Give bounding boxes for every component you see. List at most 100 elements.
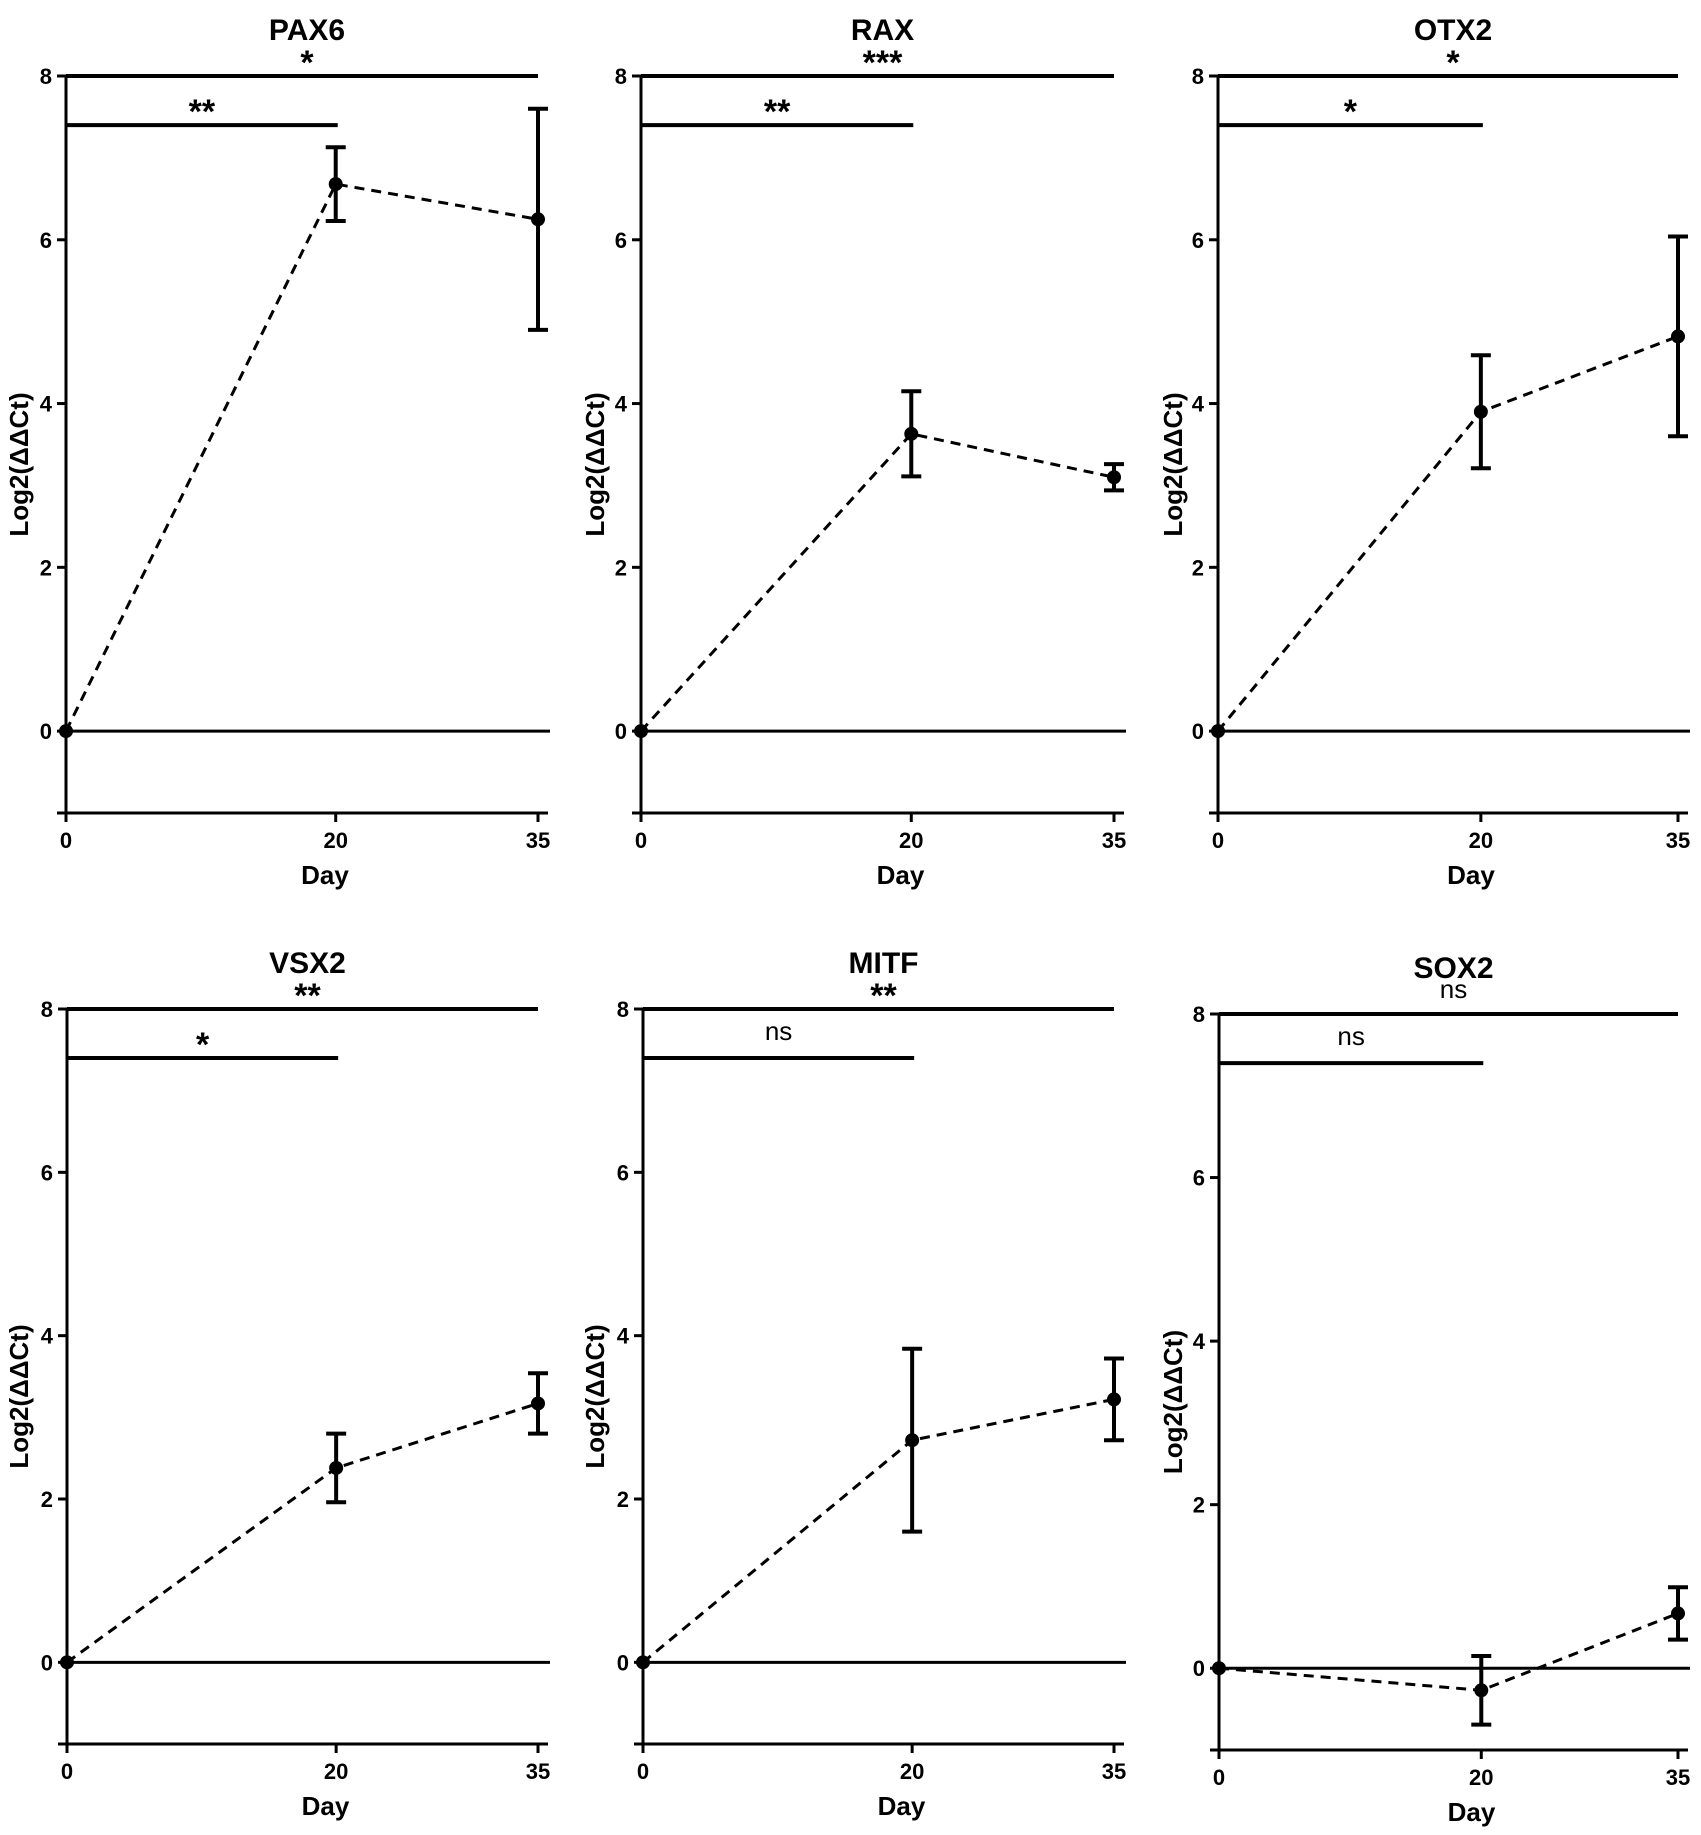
x-axis-label: Day — [877, 860, 925, 890]
significance-label: ns — [1337, 1021, 1364, 1051]
data-point — [634, 724, 648, 739]
y-tick-label: 0 — [1193, 1656, 1205, 1681]
data-point — [328, 177, 343, 192]
panel-title: MITF — [849, 947, 919, 980]
data-point — [1474, 1683, 1489, 1698]
y-tick-label: 0 — [1192, 719, 1204, 744]
data-point — [531, 212, 545, 227]
y-tick-label: 4 — [615, 392, 628, 417]
y-tick-label: 4 — [40, 392, 53, 417]
y-axis-label: Log2(ΔΔCt) — [4, 1324, 34, 1468]
significance-label: ns — [765, 1016, 792, 1046]
y-axis-label: Log2(ΔΔCt) — [1158, 1330, 1188, 1474]
x-axis-label: Day — [878, 1791, 926, 1821]
y-tick-label: 6 — [1193, 1166, 1205, 1191]
x-tick-label: 20 — [323, 828, 347, 853]
y-tick-label: 8 — [40, 64, 52, 89]
x-tick-label: 20 — [324, 1759, 348, 1784]
data-point — [1107, 1392, 1121, 1407]
x-axis-label: Day — [1447, 860, 1495, 890]
x-tick-label: 0 — [635, 828, 647, 853]
data-point — [60, 1655, 74, 1670]
panel-mitf: MITF 0 2 4 6 8 0 20 35 Day Log2(ΔΔCt) ** ns — [580, 947, 1126, 1821]
y-tick-label: 8 — [41, 997, 53, 1022]
data-point — [905, 1433, 920, 1448]
significance-label: ns — [1440, 974, 1467, 1004]
panel-title: OTX2 — [1414, 14, 1492, 47]
y-tick-label: 4 — [1193, 1329, 1206, 1354]
data-point — [1671, 329, 1685, 344]
y-tick-label: 2 — [615, 555, 627, 580]
y-tick-label: 6 — [615, 228, 627, 253]
significance-label: * — [300, 44, 314, 82]
panel-title: RAX — [851, 14, 914, 47]
x-tick-label: 35 — [1666, 1765, 1690, 1790]
y-tick-label: 2 — [41, 1487, 53, 1512]
x-tick-label: 20 — [1469, 828, 1493, 853]
significance-label: ** — [189, 93, 216, 131]
y-tick-label: 8 — [1193, 1002, 1205, 1027]
y-axis-label: Log2(ΔΔCt) — [1158, 392, 1188, 536]
data-point — [59, 724, 73, 739]
y-axis-label: Log2(ΔΔCt) — [4, 392, 34, 536]
x-tick-label: 35 — [526, 828, 550, 853]
y-tick-label: 2 — [40, 555, 52, 580]
data-point — [1671, 1606, 1685, 1621]
significance-label: * — [196, 1026, 210, 1064]
y-tick-label: 4 — [41, 1324, 54, 1349]
y-axis-label: Log2(ΔΔCt) — [580, 392, 610, 536]
y-tick-label: 4 — [1192, 392, 1205, 417]
x-tick-label: 0 — [60, 828, 72, 853]
y-tick-label: 0 — [40, 719, 52, 744]
x-tick-label: 35 — [526, 1759, 550, 1784]
data-point — [636, 1655, 650, 1670]
data-point — [1212, 1661, 1226, 1676]
data-point — [1211, 724, 1225, 739]
significance-label: * — [1446, 44, 1460, 82]
series-line — [642, 1397, 1115, 1664]
y-tick-label: 6 — [41, 1160, 53, 1185]
y-tick-label: 6 — [40, 228, 52, 253]
y-tick-label: 2 — [1193, 1493, 1205, 1518]
series-line — [1218, 1612, 1679, 1692]
y-tick-label: 0 — [41, 1650, 53, 1675]
y-tick-label: 4 — [617, 1324, 630, 1349]
y-axis-label: Log2(ΔΔCt) — [580, 1324, 610, 1468]
data-point — [1473, 404, 1488, 419]
y-tick-label: 0 — [615, 719, 627, 744]
y-tick-label: 0 — [617, 1650, 629, 1675]
significance-label: * — [1344, 93, 1358, 131]
y-tick-label: 6 — [1192, 228, 1204, 253]
data-point — [1107, 470, 1121, 485]
x-tick-label: 0 — [637, 1759, 649, 1784]
significance-label: ** — [764, 93, 791, 131]
series-line — [639, 432, 1115, 733]
x-tick-label: 0 — [61, 1759, 73, 1784]
y-tick-label: 2 — [1192, 555, 1204, 580]
x-tick-label: 20 — [1469, 1765, 1493, 1790]
panel-title: VSX2 — [269, 947, 346, 980]
x-axis-label: Day — [301, 860, 349, 890]
series-line — [66, 1402, 539, 1664]
x-tick-label: 35 — [1102, 1759, 1126, 1784]
significance-label: ** — [870, 977, 897, 1015]
data-point — [329, 1460, 344, 1475]
y-tick-label: 8 — [615, 64, 627, 89]
x-axis-label: Day — [302, 1791, 350, 1821]
y-tick-label: 2 — [617, 1487, 629, 1512]
significance-label: *** — [863, 44, 903, 82]
data-point — [531, 1396, 545, 1411]
panel-title: SOX2 — [1413, 952, 1493, 985]
x-tick-label: 20 — [900, 1759, 924, 1784]
y-tick-label: 8 — [1192, 64, 1204, 89]
series-line — [64, 182, 539, 732]
panel-title: PAX6 — [269, 14, 345, 47]
y-tick-label: 6 — [617, 1160, 629, 1185]
y-tick-label: 8 — [617, 997, 629, 1022]
significance-label: ** — [294, 977, 321, 1015]
x-axis-label: Day — [1448, 1797, 1496, 1827]
